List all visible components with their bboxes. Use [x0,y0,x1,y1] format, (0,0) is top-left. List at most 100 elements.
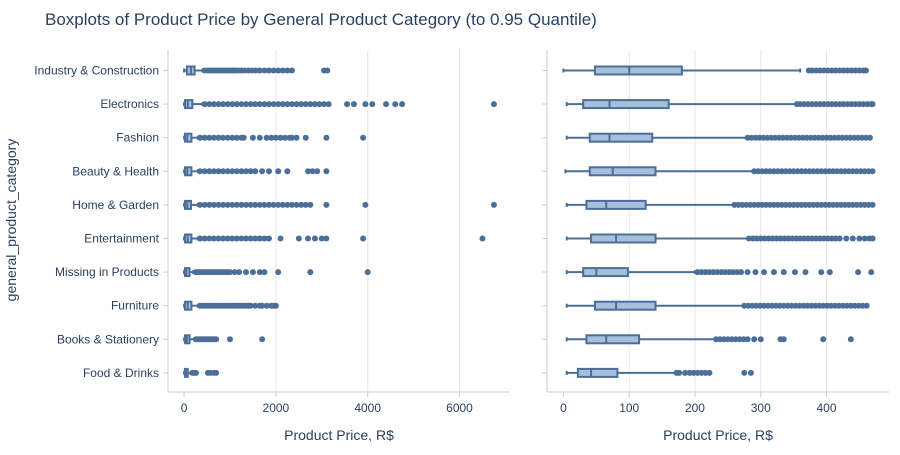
outlier-point [243,101,250,108]
y-tick-label: Books & Stationery [57,332,159,346]
outlier-point [344,101,351,108]
outlier-point [275,269,282,276]
outlier-point [233,101,240,108]
outlier-point [298,101,305,108]
outlier-point [247,201,254,208]
outlier-point [780,269,787,276]
box-group [565,334,854,345]
outlier-point [252,201,259,208]
outlier-point [323,168,330,175]
outlier-point [272,302,279,309]
outlier-point [284,201,291,208]
outlier-point [307,101,314,108]
box-group [565,233,876,244]
outlier-point [302,101,309,108]
outlier-point [847,336,854,343]
outlier-point [206,101,213,108]
outlier-point [236,269,243,276]
x-tick-label: 0 [181,401,188,415]
outlier-point [265,201,272,208]
outlier-point [279,201,286,208]
outlier-point [215,134,222,141]
outlier-point [284,168,291,175]
x-tick-label: 2000 [263,401,290,415]
box-group [183,199,497,210]
outlier-point [321,101,328,108]
y-tick-label: Fashion [116,131,159,145]
outlier-point [360,134,367,141]
outlier-point [224,101,231,108]
outlier-point [256,134,263,141]
x-tick-label: 400 [817,401,837,415]
x-tick-label: 0 [560,401,567,415]
outlier-point [284,67,291,74]
box-group [565,132,873,143]
outlier-point [836,235,843,242]
outlier-point [265,168,272,175]
outlier-point [213,336,220,343]
outlier-point [820,336,827,343]
box [594,300,657,311]
outlier-point [392,101,399,108]
outlier-point [259,168,266,175]
outlier-point [240,134,247,141]
outlier-point [323,134,330,141]
outlier-point [288,67,295,74]
box [590,233,657,244]
outlier-point [210,134,217,141]
y-tick-label: Food & Drinks [83,366,159,380]
outlier-point [362,201,369,208]
outlier-point [229,201,236,208]
outlier-point [843,235,850,242]
outlier-point [265,235,272,242]
outlier-point [360,235,367,242]
outlier-point [307,201,314,208]
outlier-point [215,168,222,175]
outlier-point [818,269,825,276]
outlier-point [249,269,256,276]
outlier-point [261,101,268,108]
outlier-point [220,235,227,242]
y-tick-label: Beauty & Health [72,164,159,178]
outlier-point [293,201,300,208]
outlier-point [752,269,759,276]
outlier-point [215,101,222,108]
outlier-point [706,369,713,376]
outlier-point [252,67,259,74]
outlier-point [490,101,497,108]
outlier-point [295,235,302,242]
outlier-point [259,336,266,343]
outlier-point [761,269,768,276]
outlier-point [201,168,208,175]
outlier-point [364,269,371,276]
x-tick-label: 100 [619,401,639,415]
y-tick-label: Entertainment [84,232,159,246]
outlier-point [757,336,764,343]
panel-to-095-quantile: 0 100 200 300 400 Product Price, R$ [542,50,889,443]
outlier-point [256,201,263,208]
outlier-point [252,302,259,309]
outlier-point [682,369,689,376]
outlier-point [802,269,809,276]
outlier-point [261,269,268,276]
outlier-point [855,269,862,276]
outlier-point [224,134,231,141]
outlier-point [275,101,282,108]
outlier-point [780,336,787,343]
outlier-point [316,101,323,108]
box-group [183,334,266,345]
outlier-point [350,101,357,108]
outlier-point [220,134,227,141]
outlier-point [744,336,751,343]
outlier-point [229,168,236,175]
box-group [183,65,331,76]
outlier-point [201,235,208,242]
outlier-point [270,101,277,108]
outlier-point [247,101,254,108]
box-group [565,99,876,110]
box [582,99,670,110]
outlier-point [265,101,272,108]
outlier-point [747,369,754,376]
y-tick-label: Industry & Construction [34,64,159,78]
outlier-point [238,168,245,175]
